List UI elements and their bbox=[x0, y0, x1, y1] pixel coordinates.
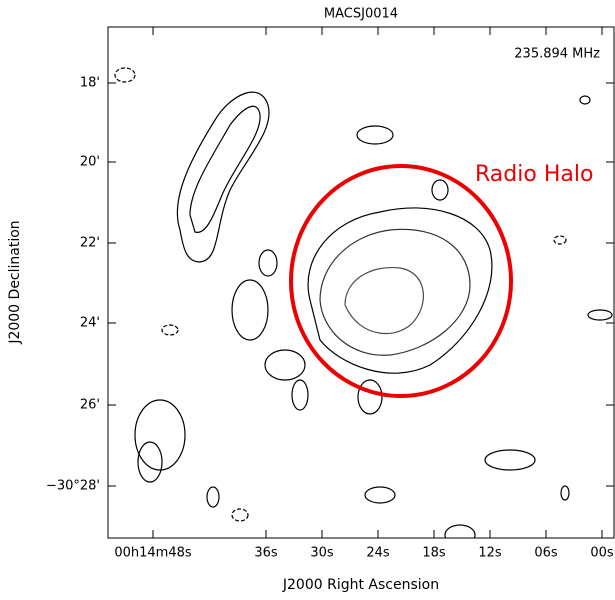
y-tick-label: 24' bbox=[80, 316, 100, 331]
y-tick-label: 18' bbox=[80, 76, 100, 91]
x-tick-label: 36s bbox=[254, 546, 278, 561]
radio-image bbox=[114, 67, 613, 538]
title: MACSJ0014 bbox=[324, 7, 398, 22]
annotation: Radio Halo bbox=[475, 162, 593, 187]
halo-circle bbox=[289, 164, 513, 398]
y-tick-label: −30°28' bbox=[46, 479, 100, 494]
x-tick-label: 06s bbox=[534, 546, 558, 561]
frequency-label: 235.894 MHz bbox=[514, 47, 600, 62]
frame bbox=[107, 26, 615, 539]
x-tick-label: 00h14m48s bbox=[114, 546, 192, 561]
x-tick-label: 30s bbox=[310, 546, 334, 561]
y-tick-label: 26' bbox=[80, 398, 100, 413]
x-tick-label: 24s bbox=[366, 546, 390, 561]
x-axis-label: J2000 Right Ascension bbox=[282, 577, 439, 593]
y-tick-label: 20' bbox=[80, 155, 100, 170]
x-tick-label: 00s bbox=[590, 546, 614, 561]
x-tick-label: 12s bbox=[478, 546, 502, 561]
y-tick-label: 22' bbox=[80, 236, 100, 251]
ticks: 00h14m48s 36s 30s 24s 18s 12s 06s 00s 18' 20' 22' 2… bbox=[46, 27, 614, 561]
x-tick-label: 18s bbox=[422, 546, 446, 561]
y-axis-label: J2000 Declination bbox=[7, 220, 23, 344]
